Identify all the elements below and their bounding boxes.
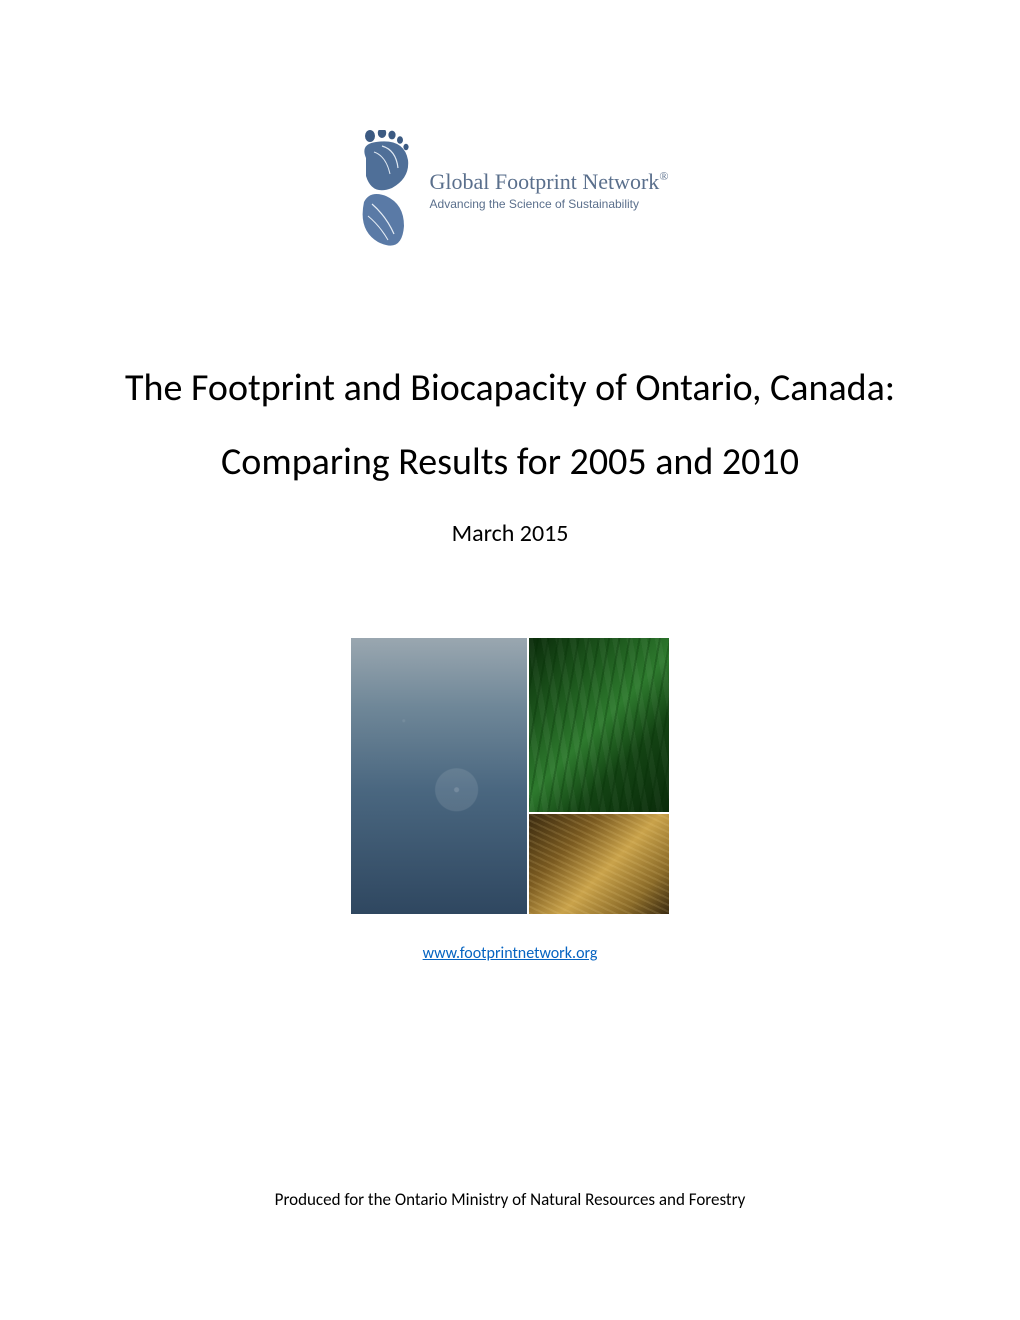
document-date: March 2015 bbox=[100, 519, 920, 548]
website-link[interactable]: www.footprintnetwork.org bbox=[423, 944, 598, 963]
image-collage bbox=[351, 638, 669, 914]
footprint-leaf-icon bbox=[352, 130, 416, 250]
document-title-line2: Comparing Results for 2005 and 2010 bbox=[100, 439, 920, 485]
registered-mark: ® bbox=[659, 169, 668, 183]
collage-tile-water bbox=[351, 638, 527, 914]
producer-line: Produced for the Ontario Ministry of Nat… bbox=[0, 1189, 1020, 1210]
logo-subtitle: Advancing the Science of Sustainability bbox=[430, 197, 669, 211]
org-logo: Global Footprint Network® Advancing the … bbox=[352, 130, 669, 250]
logo-title: Global Footprint Network® bbox=[430, 169, 669, 195]
logo-title-text: Global Footprint Network bbox=[430, 169, 660, 194]
collage-tile-wheat bbox=[529, 814, 669, 914]
page: Global Footprint Network® Advancing the … bbox=[0, 0, 1020, 1320]
collage-tile-forest bbox=[529, 638, 669, 812]
document-title-line1: The Footprint and Biocapacity of Ontario… bbox=[100, 365, 920, 411]
logo-text: Global Footprint Network® Advancing the … bbox=[430, 169, 669, 211]
